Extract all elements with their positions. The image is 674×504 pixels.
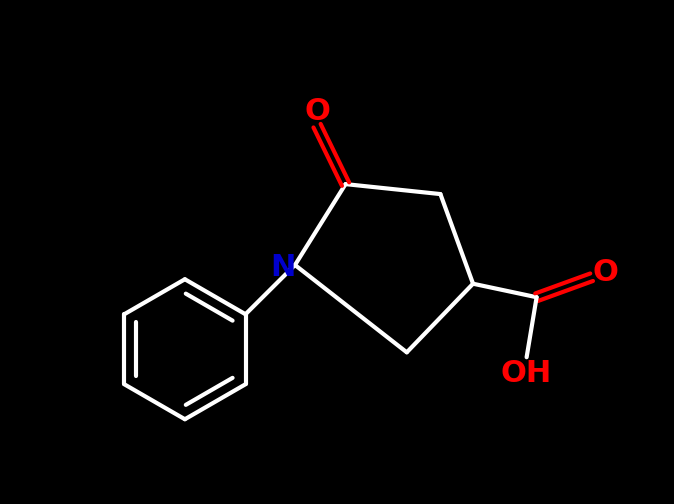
Text: N: N xyxy=(270,254,296,283)
Text: O: O xyxy=(592,258,619,287)
Text: OH: OH xyxy=(501,359,552,388)
Text: O: O xyxy=(304,97,330,126)
